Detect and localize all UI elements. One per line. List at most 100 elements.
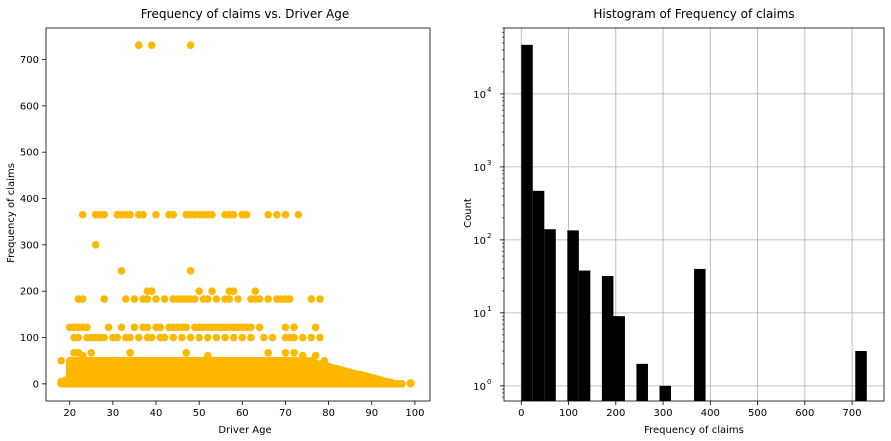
scatter-y-tick-label: 100 [20, 333, 39, 344]
histogram-chart: Histogram of Frequency of claims 0 100 200… [463, 7, 885, 436]
scatter-point [147, 333, 156, 342]
scatter-point [316, 333, 324, 342]
histogram-bar [659, 385, 672, 401]
scatter-point [229, 210, 238, 219]
scatter-point [329, 369, 337, 378]
scatter-point [307, 295, 316, 303]
scatter-point [208, 210, 216, 219]
scatter-point [195, 287, 203, 295]
scatter-title: Frequency of claims vs. Driver Age [141, 7, 350, 21]
scatter-point [91, 241, 100, 249]
scatter-point [294, 210, 303, 219]
scatter-point [307, 356, 316, 365]
scatter-x-axis-label: Driver Age [218, 425, 271, 436]
scatter-point [307, 333, 316, 342]
scatter-axes-frame [45, 27, 431, 402]
scatter-point [311, 351, 320, 360]
scatter-point [195, 333, 203, 342]
scatter-point [290, 333, 298, 342]
histogram-bar [567, 230, 579, 401]
scatter-point [160, 295, 169, 303]
scatter-point [251, 287, 260, 295]
scatter-point [182, 349, 191, 357]
histogram-y-tick-exponent: 2 [487, 232, 491, 240]
histogram-x-tick-label: 600 [795, 408, 814, 419]
histogram-x-tick-label: 500 [748, 408, 767, 419]
scatter-point [406, 379, 415, 387]
histogram-bar [532, 190, 545, 401]
scatter-x-tick-label: 20 [63, 408, 76, 419]
scatter-point [268, 333, 277, 342]
scatter-point [78, 351, 87, 360]
scatter-point [134, 41, 143, 49]
scatter-x-tick-label: 60 [236, 408, 249, 419]
scatter-point [255, 295, 264, 303]
histogram-bar [855, 351, 867, 401]
scatter-point [208, 287, 216, 295]
scatter-point [212, 333, 221, 342]
scatter-point [367, 377, 376, 386]
scatter-point [281, 210, 290, 219]
histogram-bar [578, 270, 591, 401]
histogram-x-axis-ticks: 0 100 200 300 400 500 600 700 [518, 401, 862, 419]
scatter-point [221, 333, 229, 342]
histogram-axes-frame [503, 27, 885, 402]
histogram-x-tick-label: 400 [701, 408, 720, 419]
scatter-point [83, 323, 91, 332]
histogram-y-tick-label: 10 [473, 309, 486, 320]
scatter-point [320, 356, 329, 365]
histogram-x-tick-label: 300 [653, 408, 672, 419]
scatter-point [147, 41, 156, 49]
scatter-point [346, 374, 354, 383]
scatter-point [117, 266, 126, 275]
scatter-y-tick-label: 500 [20, 148, 39, 159]
scatter-point [100, 295, 109, 303]
scatter-point [182, 323, 191, 332]
histogram-y-tick-label: 10 [473, 163, 486, 174]
scatter-point [260, 333, 268, 342]
scatter-point [255, 323, 264, 332]
scatter-point [117, 323, 126, 332]
scatter-point [238, 333, 247, 342]
scatter-point [376, 378, 385, 387]
scatter-point [298, 351, 307, 360]
scatter-y-tick-label: 0 [33, 379, 39, 390]
scatter-point [143, 295, 152, 303]
scatter-x-tick-label: 40 [150, 408, 163, 419]
histogram-y-tick-exponent: 1 [487, 305, 491, 313]
scatter-point [247, 323, 255, 332]
histogram-bar [694, 268, 706, 401]
scatter-y-tick-label: 300 [20, 240, 39, 251]
scatter-point [87, 349, 96, 357]
scatter-point [355, 375, 363, 384]
histogram-y-tick-exponent: 3 [487, 159, 491, 167]
scatter-point [229, 333, 238, 342]
scatter-point [57, 356, 65, 365]
histogram-y-tick-exponent: 0 [487, 378, 491, 386]
scatter-x-tick-label: 30 [107, 408, 120, 419]
histogram-bar [613, 316, 625, 401]
scatter-point [126, 210, 134, 219]
scatter-point [389, 379, 398, 388]
scatter-point [169, 210, 178, 219]
scatter-point [130, 323, 139, 332]
scatter-point [104, 323, 113, 332]
scatter-x-tick-label: 50 [193, 408, 206, 419]
scatter-point [264, 295, 273, 303]
scatter-point [178, 333, 186, 342]
scatter-point [152, 210, 160, 219]
histogram-y-tick-label: 10 [473, 90, 486, 101]
scatter-point [134, 333, 143, 342]
scatter-point [126, 349, 134, 357]
histogram-y-tick-label: 10 [473, 382, 486, 393]
scatter-point [247, 333, 255, 342]
scatter-point [113, 333, 121, 342]
histogram-y-tick-exponent: 4 [487, 86, 492, 94]
scatter-x-axis-ticks: 20 30 40 50 60 70 80 90 100 [63, 401, 424, 419]
scatter-point [225, 295, 234, 303]
histogram-x-tick-label: 100 [559, 408, 578, 419]
scatter-x-tick-label: 70 [279, 408, 292, 419]
histogram-x-tick-label: 700 [843, 408, 862, 419]
scatter-x-tick-label: 100 [405, 408, 424, 419]
